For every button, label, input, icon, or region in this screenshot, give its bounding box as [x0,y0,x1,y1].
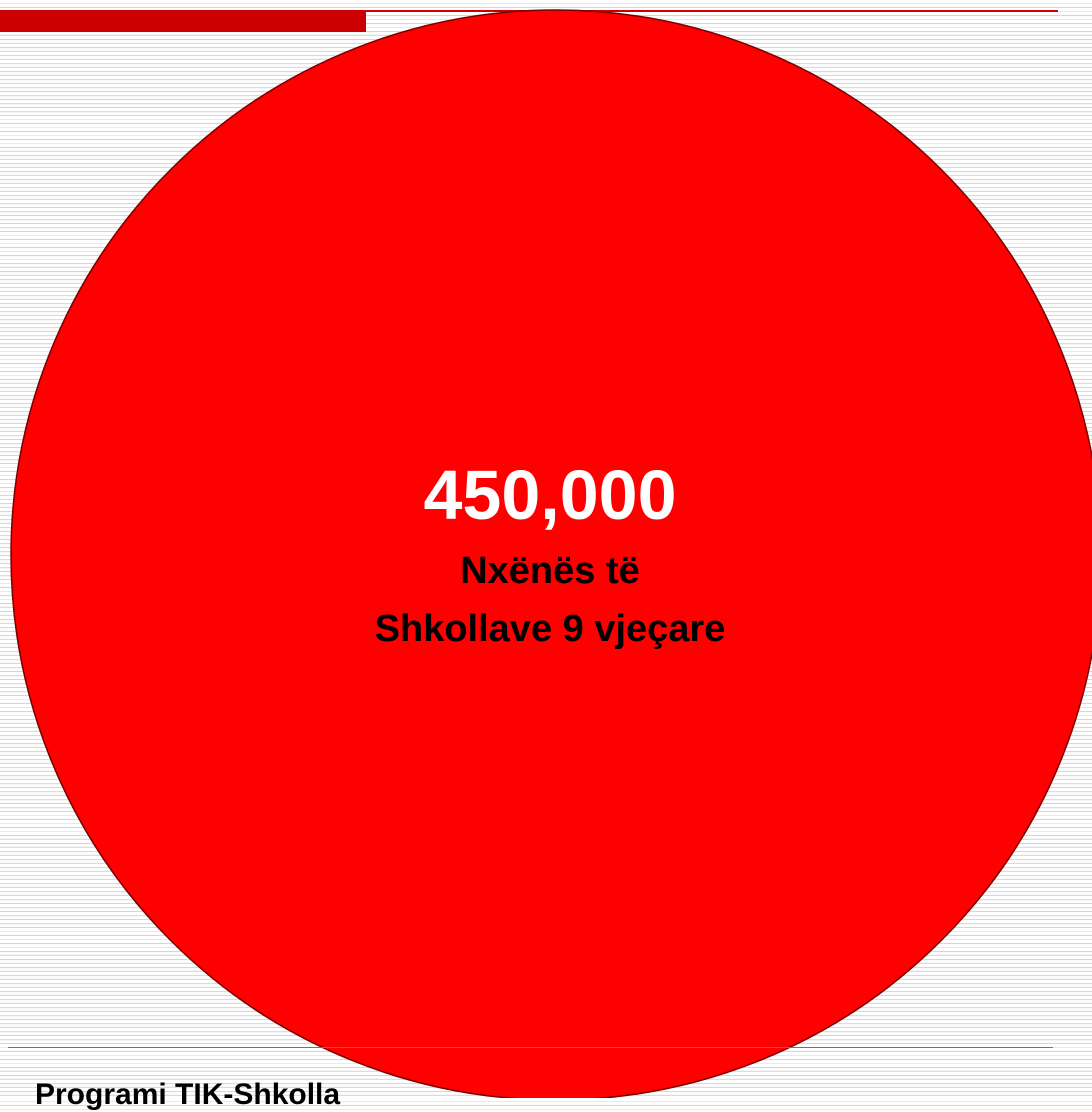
stat-caption-line-1: Nxënës të [460,550,640,592]
red-circle-shape [10,9,1092,1098]
top-accent-bar [0,10,366,32]
footer-title: Programi TIK-Shkolla [35,1078,341,1111]
bottom-divider-line [8,1047,1053,1048]
stat-value: 450,000 [423,456,677,534]
stat-caption-line-2: Shkollave 9 vjeçare [374,608,726,650]
